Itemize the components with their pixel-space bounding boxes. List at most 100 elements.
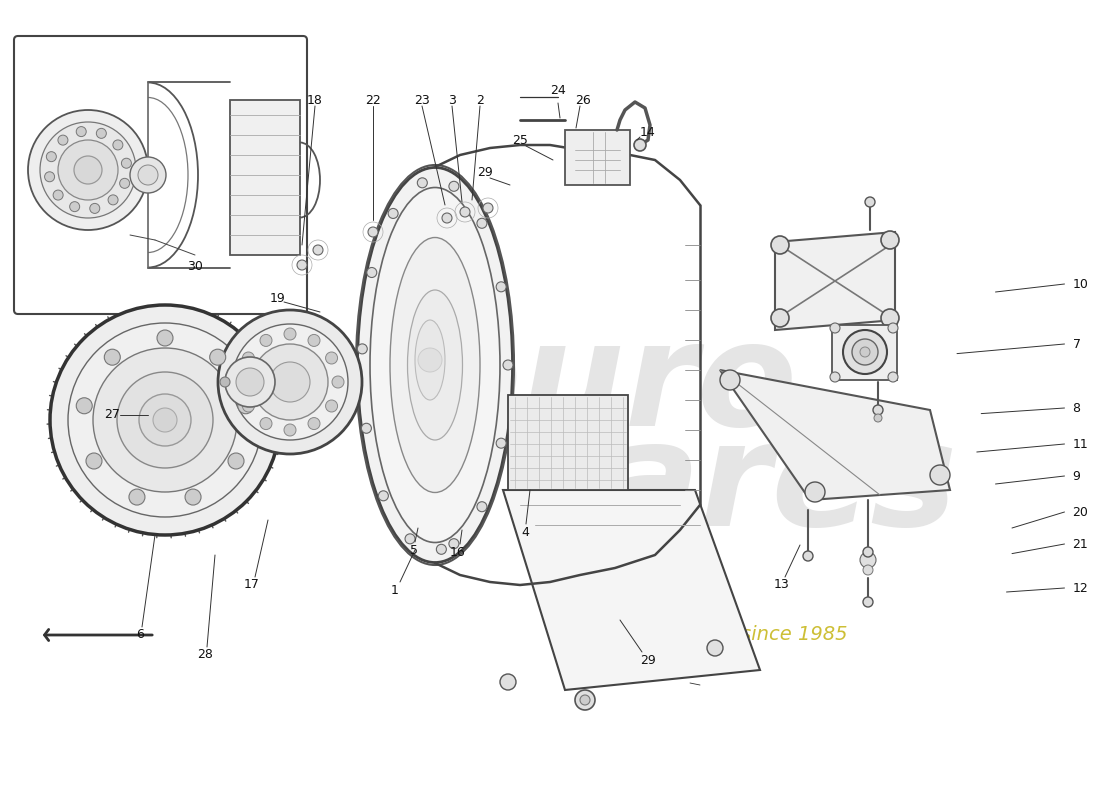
Text: 27: 27: [104, 409, 120, 422]
Circle shape: [94, 348, 236, 492]
Circle shape: [332, 376, 344, 388]
Bar: [230, 100, 300, 255]
Circle shape: [120, 178, 130, 188]
Circle shape: [864, 565, 873, 575]
Circle shape: [104, 349, 120, 365]
Circle shape: [28, 110, 148, 230]
Circle shape: [843, 330, 887, 374]
Circle shape: [236, 376, 248, 388]
Text: 5: 5: [410, 543, 418, 557]
Text: 22: 22: [365, 94, 381, 106]
Text: 19: 19: [271, 291, 286, 305]
Circle shape: [308, 418, 320, 430]
Circle shape: [74, 156, 102, 184]
FancyBboxPatch shape: [14, 36, 307, 314]
Circle shape: [442, 213, 452, 223]
Circle shape: [830, 372, 840, 382]
Circle shape: [418, 348, 442, 372]
Circle shape: [220, 377, 230, 387]
Text: 10: 10: [1072, 278, 1088, 290]
Circle shape: [157, 330, 173, 346]
Circle shape: [388, 209, 398, 218]
Circle shape: [314, 245, 323, 255]
Circle shape: [90, 203, 100, 214]
Circle shape: [881, 309, 899, 327]
Circle shape: [138, 165, 158, 185]
Circle shape: [130, 157, 166, 193]
Circle shape: [358, 344, 367, 354]
Circle shape: [874, 414, 882, 422]
Text: 24: 24: [550, 83, 565, 97]
Circle shape: [378, 491, 388, 501]
Text: 7: 7: [1072, 338, 1080, 350]
Circle shape: [864, 547, 873, 557]
Circle shape: [113, 140, 123, 150]
Circle shape: [226, 357, 275, 407]
Circle shape: [852, 339, 878, 365]
Circle shape: [45, 172, 55, 182]
Circle shape: [805, 482, 825, 502]
Text: 12: 12: [1072, 582, 1088, 594]
Circle shape: [58, 135, 68, 145]
Text: 3: 3: [448, 94, 455, 106]
Circle shape: [308, 334, 320, 346]
Circle shape: [260, 334, 272, 346]
Circle shape: [437, 544, 447, 554]
Circle shape: [930, 465, 950, 485]
Circle shape: [284, 328, 296, 340]
Text: 17: 17: [244, 578, 260, 591]
Text: 11: 11: [1072, 438, 1088, 450]
Circle shape: [50, 305, 280, 535]
Circle shape: [707, 640, 723, 656]
Ellipse shape: [358, 167, 513, 562]
Circle shape: [76, 398, 92, 414]
Circle shape: [242, 352, 254, 364]
Bar: [565, 130, 630, 185]
Circle shape: [236, 368, 264, 396]
Circle shape: [865, 197, 874, 207]
Circle shape: [500, 674, 516, 690]
Circle shape: [477, 218, 487, 228]
Circle shape: [69, 202, 79, 212]
Text: 14: 14: [640, 126, 656, 138]
Circle shape: [503, 360, 513, 370]
Circle shape: [232, 324, 348, 440]
Circle shape: [185, 489, 201, 505]
Text: 8: 8: [1072, 402, 1080, 414]
Text: 1: 1: [392, 583, 399, 597]
Polygon shape: [720, 370, 950, 500]
Circle shape: [366, 267, 377, 278]
Circle shape: [771, 236, 789, 254]
Circle shape: [580, 695, 590, 705]
Text: 21: 21: [1072, 538, 1088, 550]
Text: 18: 18: [307, 94, 323, 106]
Circle shape: [326, 352, 338, 364]
Circle shape: [864, 597, 873, 607]
Circle shape: [460, 207, 470, 217]
Ellipse shape: [415, 320, 446, 400]
Circle shape: [153, 408, 177, 432]
Circle shape: [860, 347, 870, 357]
Circle shape: [888, 323, 898, 333]
Circle shape: [297, 260, 307, 270]
Circle shape: [634, 139, 646, 151]
Polygon shape: [776, 232, 895, 330]
Circle shape: [449, 182, 459, 191]
Bar: [508, 395, 628, 490]
Circle shape: [117, 372, 213, 468]
Circle shape: [417, 178, 427, 188]
Text: 28: 28: [197, 649, 213, 662]
Text: euro: euro: [422, 314, 798, 455]
Circle shape: [496, 438, 506, 448]
Text: ares: ares: [602, 414, 958, 555]
Circle shape: [53, 190, 63, 200]
Circle shape: [496, 282, 506, 292]
Circle shape: [68, 323, 262, 517]
Circle shape: [129, 489, 145, 505]
Circle shape: [284, 424, 296, 436]
Ellipse shape: [370, 187, 500, 542]
Text: 25: 25: [513, 134, 528, 146]
Circle shape: [362, 423, 372, 434]
Polygon shape: [503, 490, 760, 690]
Circle shape: [58, 140, 118, 200]
